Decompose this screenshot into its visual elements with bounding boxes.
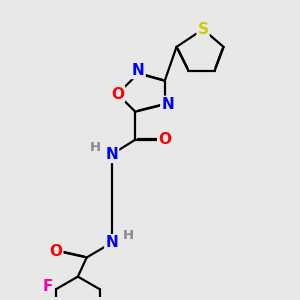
Text: N: N [105, 235, 118, 250]
Text: O: O [158, 132, 171, 147]
Text: S: S [197, 22, 208, 37]
Text: N: N [132, 63, 145, 78]
Text: H: H [122, 229, 134, 242]
Text: N: N [105, 147, 118, 162]
Text: N: N [161, 97, 174, 112]
Text: O: O [111, 87, 124, 102]
Text: F: F [42, 279, 52, 294]
Text: O: O [49, 244, 62, 259]
Text: H: H [90, 141, 101, 154]
